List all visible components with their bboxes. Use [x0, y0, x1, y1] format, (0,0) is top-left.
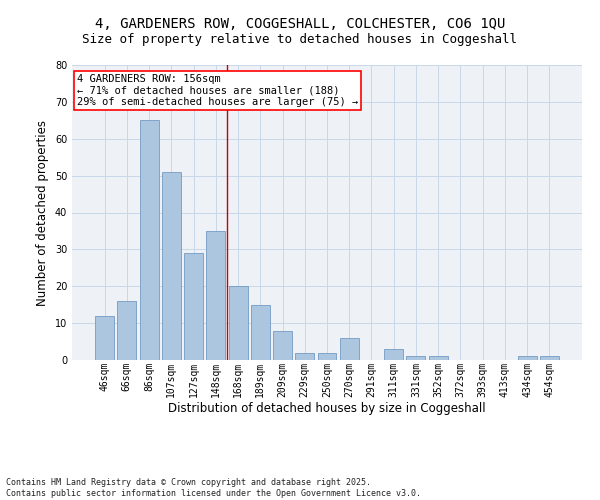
Bar: [295, 352, 314, 360]
Bar: [206, 231, 225, 360]
Y-axis label: Number of detached properties: Number of detached properties: [36, 120, 49, 306]
Bar: [229, 286, 248, 360]
Bar: [140, 120, 158, 360]
Bar: [384, 349, 403, 360]
Bar: [406, 356, 425, 360]
Text: 4 GARDENERS ROW: 156sqm
← 71% of detached houses are smaller (188)
29% of semi-d: 4 GARDENERS ROW: 156sqm ← 71% of detache…: [77, 74, 358, 107]
Bar: [95, 316, 114, 360]
Bar: [162, 172, 181, 360]
Bar: [518, 356, 536, 360]
Bar: [540, 356, 559, 360]
Bar: [340, 338, 359, 360]
Bar: [251, 304, 270, 360]
Text: 4, GARDENERS ROW, COGGESHALL, COLCHESTER, CO6 1QU: 4, GARDENERS ROW, COGGESHALL, COLCHESTER…: [95, 18, 505, 32]
Bar: [184, 253, 203, 360]
Text: Contains HM Land Registry data © Crown copyright and database right 2025.
Contai: Contains HM Land Registry data © Crown c…: [6, 478, 421, 498]
Text: Size of property relative to detached houses in Coggeshall: Size of property relative to detached ho…: [83, 32, 517, 46]
Bar: [429, 356, 448, 360]
Bar: [317, 352, 337, 360]
Bar: [273, 330, 292, 360]
X-axis label: Distribution of detached houses by size in Coggeshall: Distribution of detached houses by size …: [168, 402, 486, 415]
Bar: [118, 301, 136, 360]
